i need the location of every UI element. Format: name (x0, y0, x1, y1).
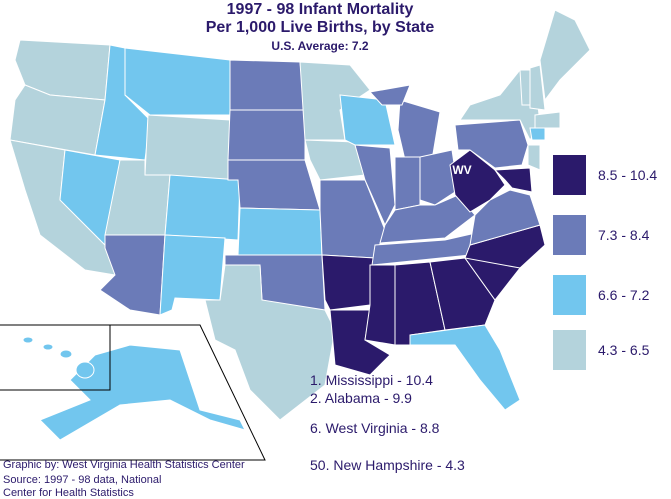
state (527, 144, 541, 171)
state (99, 234, 166, 316)
state (394, 156, 421, 211)
credit: Graphic by: West Virginia Health Statist… (3, 459, 245, 471)
state (159, 234, 226, 316)
legend: 8.5 - 10.4 7.3 - 8.4 6.6 - 7.2 4.3 - 6.5 (553, 155, 657, 370)
state (529, 64, 546, 111)
state (227, 109, 306, 161)
state (204, 264, 336, 421)
state (39, 344, 246, 441)
state (229, 59, 306, 111)
state (454, 119, 529, 169)
state (42, 343, 54, 351)
legend-swatch (553, 215, 586, 255)
state-label: WV (452, 163, 471, 177)
state (124, 47, 231, 116)
ranking: 50. New Hampshire - 4.3 (310, 457, 465, 473)
title: 1997 - 98 Infant Mortality (227, 1, 414, 18)
state (493, 167, 533, 193)
state (397, 99, 441, 161)
state (409, 324, 521, 411)
legend-swatch (553, 330, 586, 370)
state (539, 9, 591, 102)
subtitle: U.S. Average: 7.2 (271, 39, 368, 53)
state (534, 111, 561, 129)
state (304, 139, 366, 181)
legend-label: 7.3 - 8.4 (598, 227, 650, 243)
state (227, 159, 321, 211)
state (144, 114, 231, 181)
state (429, 257, 496, 331)
state (75, 361, 95, 379)
legend-label: 8.5 - 10.4 (598, 167, 657, 183)
state (519, 69, 531, 106)
legend-swatch (553, 275, 586, 315)
legend-label: 4.3 - 6.5 (598, 342, 650, 358)
legend-label: 6.6 - 7.2 (598, 287, 650, 303)
state (529, 127, 546, 141)
state (369, 84, 411, 106)
state (164, 174, 241, 241)
state (237, 207, 323, 256)
state (364, 264, 396, 346)
credit: Center for Health Statistics (3, 487, 134, 499)
state (22, 336, 34, 344)
state-map (9, 9, 591, 441)
state (419, 149, 459, 206)
ranking: 2. Alabama - 9.9 (310, 390, 412, 406)
inset-border (0, 324, 111, 391)
state (59, 349, 73, 359)
state (321, 254, 376, 311)
title: Per 1,000 Live Births, by State (206, 19, 435, 36)
credit: Source: 1997 - 98 data, National (3, 474, 161, 486)
ranking: 6. West Virginia - 8.8 (310, 420, 440, 436)
state (354, 144, 396, 227)
inset-border (0, 324, 266, 461)
ranking: 1. Mississippi - 10.4 (310, 372, 433, 388)
legend-swatch (553, 155, 586, 195)
